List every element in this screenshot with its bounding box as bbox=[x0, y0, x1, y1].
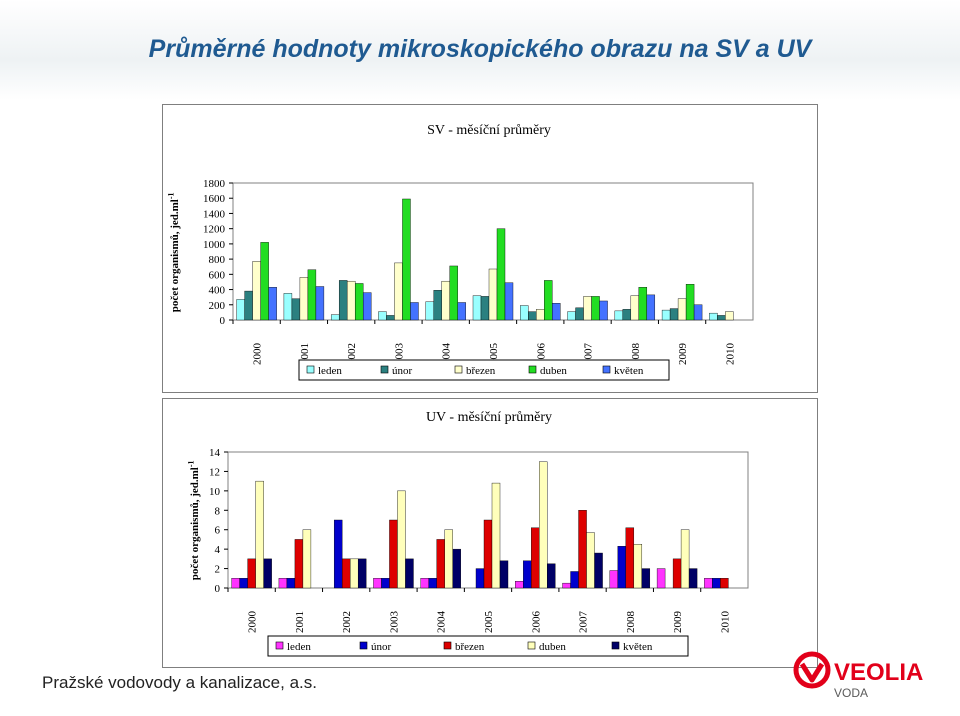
sv-bar-únor-2009 bbox=[669, 308, 679, 321]
sv-bar-únor-2008 bbox=[622, 309, 632, 321]
sv-xtick-label: 2005 bbox=[488, 343, 500, 366]
sv-bar-březen-2000 bbox=[252, 261, 261, 321]
sv-ytick-label: 1600 bbox=[203, 193, 226, 205]
sv-xtick-label: 2008 bbox=[630, 343, 642, 366]
sv-ytick-label: 600 bbox=[209, 269, 226, 281]
sv-legend-label: duben bbox=[540, 365, 567, 377]
sv-bar-březen-2005 bbox=[488, 268, 498, 321]
logo-sub: VODA bbox=[834, 686, 868, 700]
sv-bar-leden-2002 bbox=[330, 314, 340, 321]
sv-bar-březen-2007 bbox=[583, 296, 592, 321]
sv-legend-swatch-květen bbox=[602, 365, 611, 374]
sv-legend-label: únor bbox=[392, 365, 413, 377]
uv-ylabel: počet organismů, jed.ml-1 bbox=[187, 460, 202, 580]
sv-bar-březen-2008 bbox=[630, 295, 640, 321]
sv-bar-květen-2009 bbox=[693, 304, 703, 321]
sv-legend-swatch-únor bbox=[380, 365, 389, 374]
sv-legend-swatch-leden bbox=[306, 365, 315, 374]
sv-bar-květen-2000 bbox=[268, 287, 277, 321]
sv-bar-únor-2005 bbox=[480, 296, 490, 321]
sv-legend-label: březen bbox=[466, 365, 496, 377]
veolia-logo-icon: VEOLIA VODA bbox=[793, 651, 923, 700]
veolia-logo: VEOLIA VODA bbox=[790, 650, 940, 702]
sv-bar-květen-2004 bbox=[457, 302, 466, 321]
sv-bar-únor-2007 bbox=[575, 307, 584, 321]
sv-bar-březen-2004 bbox=[441, 280, 450, 321]
sv-chart-frame bbox=[162, 104, 818, 393]
sv-bar-březen-2001 bbox=[299, 277, 309, 321]
sv-bar-květen-2007 bbox=[599, 300, 608, 321]
sv-ytick-label: 200 bbox=[209, 300, 226, 312]
header-band bbox=[0, 0, 960, 100]
sv-bar-březen-2009 bbox=[677, 298, 687, 321]
sv-bar-květen-2005 bbox=[504, 282, 514, 321]
sv-bar-květen-2008 bbox=[646, 294, 656, 321]
page-title: Průměrné hodnoty mikroskopického obrazu … bbox=[148, 35, 812, 63]
sv-legend-label: květen bbox=[614, 365, 644, 377]
sv-bar-leden-2001 bbox=[283, 293, 293, 321]
sv-ytick-label: 1200 bbox=[203, 224, 226, 236]
sv-bar-květen-2006 bbox=[552, 303, 561, 321]
sv-ytick-label: 800 bbox=[209, 254, 226, 266]
sv-bar-leden-2009 bbox=[661, 309, 671, 321]
sv-xtick-label: 2007 bbox=[583, 343, 595, 366]
sv-bar-leden-2006 bbox=[520, 305, 529, 321]
sv-bar-duben-2003 bbox=[402, 198, 411, 321]
sv-bar-duben-2000 bbox=[260, 242, 269, 321]
sv-bar-leden-2003 bbox=[378, 311, 387, 321]
sv-bar-květen-2003 bbox=[410, 302, 419, 321]
sv-bar-únor-2002 bbox=[338, 280, 348, 321]
sv-xtick-label: 2003 bbox=[393, 343, 405, 366]
sv-xtick-label: 2000 bbox=[252, 343, 264, 366]
sv-bar-leden-2000 bbox=[236, 299, 245, 321]
sv-bar-duben-2009 bbox=[685, 284, 695, 321]
uv-ylabel-sup: -1 bbox=[186, 460, 196, 467]
sv-bar-únor-2001 bbox=[291, 298, 301, 321]
sv-chart-title: SV - měsíční průměry bbox=[427, 123, 551, 138]
sv-legend-label: leden bbox=[318, 365, 342, 377]
sv-ytick-label: 1400 bbox=[203, 208, 226, 220]
logo-word: VEOLIA bbox=[834, 659, 923, 686]
sv-bar-březen-2006 bbox=[536, 309, 545, 321]
sv-bar-březen-2002 bbox=[346, 280, 356, 321]
sv-xtick-label: 2009 bbox=[677, 343, 689, 366]
sv-bar-duben-2002 bbox=[354, 283, 364, 321]
sv-bar-duben-2007 bbox=[591, 296, 600, 321]
uv-chart-frame bbox=[162, 398, 818, 668]
sv-bar-leden-2004 bbox=[425, 301, 434, 321]
sv-bar-květen-2001 bbox=[315, 286, 325, 321]
sv-bar-únor-2010 bbox=[717, 315, 726, 321]
sv-legend-swatch-březen bbox=[454, 365, 463, 374]
sv-bar-duben-2005 bbox=[496, 228, 506, 321]
sv-bar-únor-2006 bbox=[528, 311, 537, 321]
uv-ylabel-wrap: počet organismů, jed.ml-1 bbox=[183, 450, 205, 590]
sv-legend-swatch-duben bbox=[528, 365, 537, 374]
sv-ytick-label: 1000 bbox=[203, 239, 226, 251]
sv-bar-květen-2002 bbox=[362, 292, 372, 321]
sv-bar-duben-2008 bbox=[638, 287, 648, 321]
sv-xtick-label: 2006 bbox=[535, 343, 547, 366]
sv-bar-leden-2005 bbox=[472, 295, 482, 321]
sv-xtick-label: 2004 bbox=[441, 343, 453, 366]
sv-bar-leden-2010 bbox=[709, 312, 718, 321]
sv-bar-duben-2006 bbox=[544, 280, 553, 321]
sv-bar-březen-2010 bbox=[725, 311, 734, 321]
sv-bar-duben-2001 bbox=[307, 269, 317, 321]
sv-legend bbox=[298, 359, 670, 381]
sv-ytick-label: 0 bbox=[220, 315, 226, 327]
sv-bar-únor-2000 bbox=[244, 290, 253, 321]
sv-ytick-label: 1800 bbox=[203, 178, 226, 190]
sv-bar-únor-2003 bbox=[386, 315, 395, 321]
sv-bar-leden-2007 bbox=[567, 311, 576, 321]
sv-xtick-label: 2010 bbox=[724, 343, 736, 366]
sv-bar-únor-2004 bbox=[433, 290, 442, 321]
uv-ylabel-text: počet organismů, jed.ml bbox=[189, 466, 202, 580]
sv-bar-leden-2008 bbox=[614, 310, 624, 321]
sv-bar-duben-2004 bbox=[449, 265, 458, 321]
sv-ytick-label: 400 bbox=[209, 285, 226, 297]
company-name: Pražské vodovody a kanalizace, a.s. bbox=[42, 673, 317, 692]
sv-bar-březen-2003 bbox=[394, 262, 403, 321]
